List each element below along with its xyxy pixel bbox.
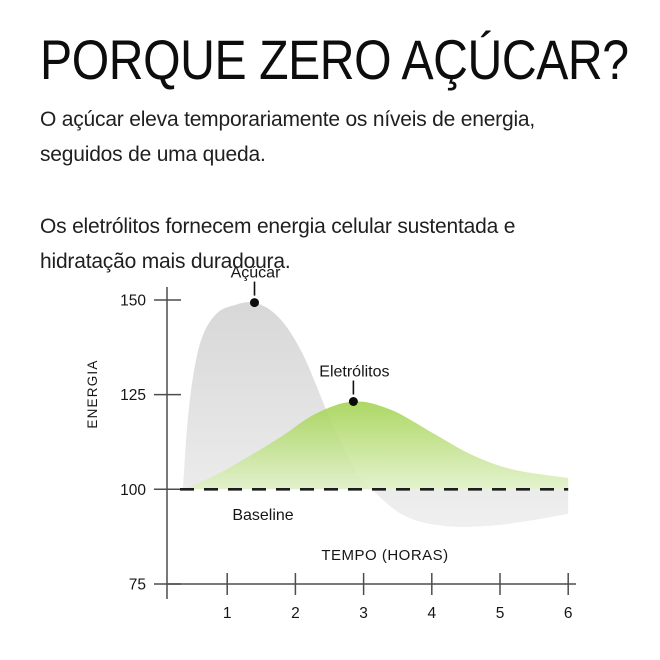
x-tick-label: 4 <box>427 605 436 622</box>
x-tick-label: 5 <box>496 605 505 622</box>
electrolytes-area <box>182 401 569 490</box>
baseline-label: Baseline <box>232 507 293 524</box>
y-tick-label: 150 <box>120 293 146 310</box>
x-tick-label: 3 <box>359 605 368 622</box>
sugar-callout: Açúcar <box>231 265 281 308</box>
intro-paragraph-electrolytes: Os eletrólitos fornecem energia celular … <box>40 209 515 279</box>
electrolytes-callout-dot <box>348 397 358 406</box>
intro-paragraph-electrolytes-line2: hidratação mais duradoura. <box>40 250 291 273</box>
intro-paragraph-sugar: O açúcar eleva temporariamente os níveis… <box>40 102 535 172</box>
x-ticks: 1 2 3 4 5 6 <box>223 573 573 622</box>
y-axis-title: ENERGIA <box>85 359 100 428</box>
intro-paragraph-sugar-line1: O açúcar eleva temporariamente os níveis… <box>40 108 536 131</box>
electrolytes-series-label: Eletrólitos <box>319 364 389 381</box>
x-axis-title: TEMPO (HORAS) <box>321 547 448 564</box>
intro-paragraph-electrolytes-line1: Os eletrólitos fornecem energia celular … <box>40 215 516 238</box>
electrolytes-callout: Eletrólitos <box>319 364 390 406</box>
sugar-callout-dot <box>250 298 259 308</box>
x-tick-label: 2 <box>291 605 300 622</box>
x-tick-label: 1 <box>223 605 232 622</box>
y-tick-label: 75 <box>129 577 146 594</box>
y-ticks: 150 125 100 75 <box>120 293 181 594</box>
y-tick-label: 125 <box>120 387 146 404</box>
x-tick-label: 6 <box>564 605 573 622</box>
y-tick-label: 100 <box>120 482 146 499</box>
axis-lines <box>166 287 576 599</box>
sugar-series-label: Açúcar <box>231 265 281 282</box>
page-title: PORQUE ZERO AÇÚCAR? <box>40 28 629 91</box>
intro-paragraph-sugar-line2: seguidos de uma queda. <box>40 143 266 166</box>
